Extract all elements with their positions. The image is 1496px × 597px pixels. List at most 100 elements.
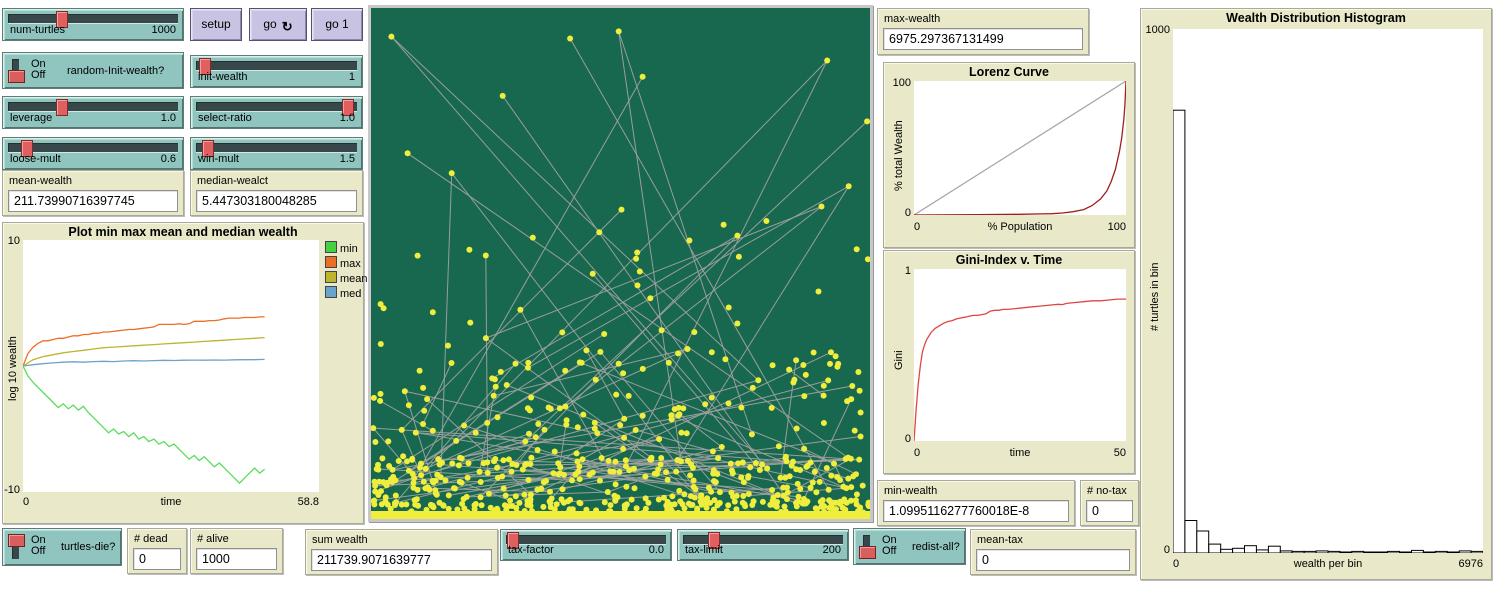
turtles-die-switch[interactable]: On Off turtles-die? xyxy=(2,528,122,566)
x-tick-max: 50 xyxy=(1113,447,1126,459)
switch-on-label: On xyxy=(31,534,46,546)
plot-title: Wealth Distribution Histogram xyxy=(1226,11,1406,25)
switch-name: redist-all? xyxy=(912,540,960,553)
x-tick-min: 0 xyxy=(914,221,921,233)
slider-channel[interactable] xyxy=(683,535,843,545)
legend-swatch xyxy=(325,286,337,298)
x-tick-max: 100 xyxy=(1107,221,1126,233)
plot-title: Plot min max mean and median wealth xyxy=(68,225,298,239)
setup-button-label: setup xyxy=(201,17,231,31)
plot-canvas xyxy=(22,240,319,492)
y-tick-max: 10 xyxy=(7,235,20,247)
slider-label: loose-mult xyxy=(10,153,61,165)
x-tick-max: 6976 xyxy=(1458,558,1483,570)
slider-value: 0.6 xyxy=(160,153,176,165)
slider-channel[interactable] xyxy=(196,61,357,71)
world-canvas xyxy=(370,8,872,519)
monitor-label: median-wealct xyxy=(197,175,268,187)
switch-off-label: Off xyxy=(31,545,46,557)
legend-label: min xyxy=(340,243,358,255)
slider-handle[interactable] xyxy=(55,11,68,28)
y-axis-label: log 10 wealth xyxy=(7,336,19,401)
slider-value: 1.0 xyxy=(160,112,176,124)
switch-name: turtles-die? xyxy=(61,541,116,553)
slider-value: 1 xyxy=(348,71,355,83)
min-wealth-monitor: min-wealth 1.0995116277760018E-8 xyxy=(877,480,1075,526)
slider-handle[interactable] xyxy=(20,140,33,157)
y-tick-min: -10 xyxy=(4,484,20,496)
slider-channel[interactable] xyxy=(196,143,357,153)
slider-label: win-mult xyxy=(198,153,239,165)
plot-title: Gini-Index v. Time xyxy=(955,253,1063,267)
slider-handle[interactable] xyxy=(55,99,68,116)
slider-value: 200 xyxy=(822,544,841,556)
switch-knob[interactable] xyxy=(8,534,25,547)
x-axis-label: time xyxy=(1009,447,1031,459)
monitor-label: min-wealth xyxy=(884,485,938,497)
init-wealth-slider[interactable]: init-wealth 1 xyxy=(190,55,363,88)
slider-channel[interactable] xyxy=(8,143,178,153)
legend-label: mean xyxy=(340,273,368,285)
num-turtles-slider[interactable]: num-turtles 1000 xyxy=(2,8,184,41)
forever-icon: ↻ xyxy=(281,19,293,34)
go-button[interactable]: go ↻ xyxy=(249,8,307,41)
y-tick-min: 0 xyxy=(904,207,911,219)
go-once-button[interactable]: go 1 xyxy=(311,8,363,41)
slider-handle[interactable] xyxy=(341,99,354,116)
monitor-label: mean-wealth xyxy=(9,175,72,187)
slider-label: leverage xyxy=(10,112,53,124)
slider-handle[interactable] xyxy=(708,532,721,549)
x-tick-min: 0 xyxy=(23,496,30,508)
x-axis-label: wealth per bin xyxy=(1293,558,1363,570)
slider-value: 1000 xyxy=(151,24,176,36)
dead-monitor: # dead 0 xyxy=(127,528,187,574)
monitor-value: 0 xyxy=(1086,500,1133,522)
monitor-label: # no-tax xyxy=(1087,485,1127,497)
slider-value: 1.0 xyxy=(339,112,355,124)
y-tick-max: 1000 xyxy=(1145,24,1170,36)
monitor-value: 5.447303180048285 xyxy=(196,190,357,212)
x-tick-min: 0 xyxy=(1173,558,1180,570)
monitor-label: # dead xyxy=(134,533,168,545)
slider-label: init-wealth xyxy=(198,71,248,83)
y-tick-min: 0 xyxy=(1163,544,1170,556)
leverage-slider[interactable]: leverage 1.0 xyxy=(2,96,184,129)
monitor-label: # alive xyxy=(197,533,229,545)
slider-handle[interactable] xyxy=(199,58,211,75)
alive-monitor: # alive 1000 xyxy=(190,528,283,574)
tax-limit-slider[interactable]: tax-limit 200 xyxy=(677,529,849,561)
slider-label: tax-limit xyxy=(685,544,723,556)
y-axis-label: # turtles in bin xyxy=(1149,262,1161,331)
switch-on-label: On xyxy=(882,534,897,546)
redist-all-switch[interactable]: On Off redist-all? xyxy=(853,528,966,565)
wealth-stats-plot: Plot min max mean and median wealth 10 -… xyxy=(2,222,368,524)
switch-knob[interactable] xyxy=(859,546,876,559)
monitor-value: 211739.9071639777 xyxy=(311,549,492,571)
slider-value: 0.0 xyxy=(648,544,664,556)
slider-channel[interactable] xyxy=(8,14,178,24)
switch-knob[interactable] xyxy=(8,70,25,83)
lorenz-curve-plot: Lorenz Curve 100 0 % total Wealth 0 % Po… xyxy=(883,62,1135,248)
slider-channel[interactable] xyxy=(506,535,666,545)
select-ratio-slider[interactable]: select-ratio 1.0 xyxy=(190,96,363,129)
mean-tax-monitor: mean-tax 0 xyxy=(970,529,1136,575)
switch-off-label: Off xyxy=(31,69,46,81)
slider-value: 1.5 xyxy=(339,153,355,165)
tax-factor-slider[interactable]: tax-factor 0.0 xyxy=(500,529,672,561)
y-axis-label: % total Wealth xyxy=(893,120,905,191)
slider-channel[interactable] xyxy=(8,102,178,112)
slider-handle[interactable] xyxy=(202,140,214,157)
monitor-label: sum wealth xyxy=(312,534,368,546)
switch-on-label: On xyxy=(31,58,46,70)
slider-handle[interactable] xyxy=(507,532,520,549)
setup-button[interactable]: setup xyxy=(190,8,242,41)
median-wealct-monitor: median-wealct 5.447303180048285 xyxy=(190,170,363,216)
random-init-wealth-switch[interactable]: On Off random-Init-wealth? xyxy=(2,52,184,89)
no-tax-monitor: # no-tax 0 xyxy=(1080,480,1139,526)
monitor-label: mean-tax xyxy=(977,534,1023,546)
slider-channel[interactable] xyxy=(196,102,357,112)
x-tick-min: 0 xyxy=(914,447,921,459)
loose-mult-slider[interactable]: loose-mult 0.6 xyxy=(2,137,184,170)
win-mult-slider[interactable]: win-mult 1.5 xyxy=(190,137,363,170)
monitor-value: 1.0995116277760018E-8 xyxy=(883,500,1069,522)
